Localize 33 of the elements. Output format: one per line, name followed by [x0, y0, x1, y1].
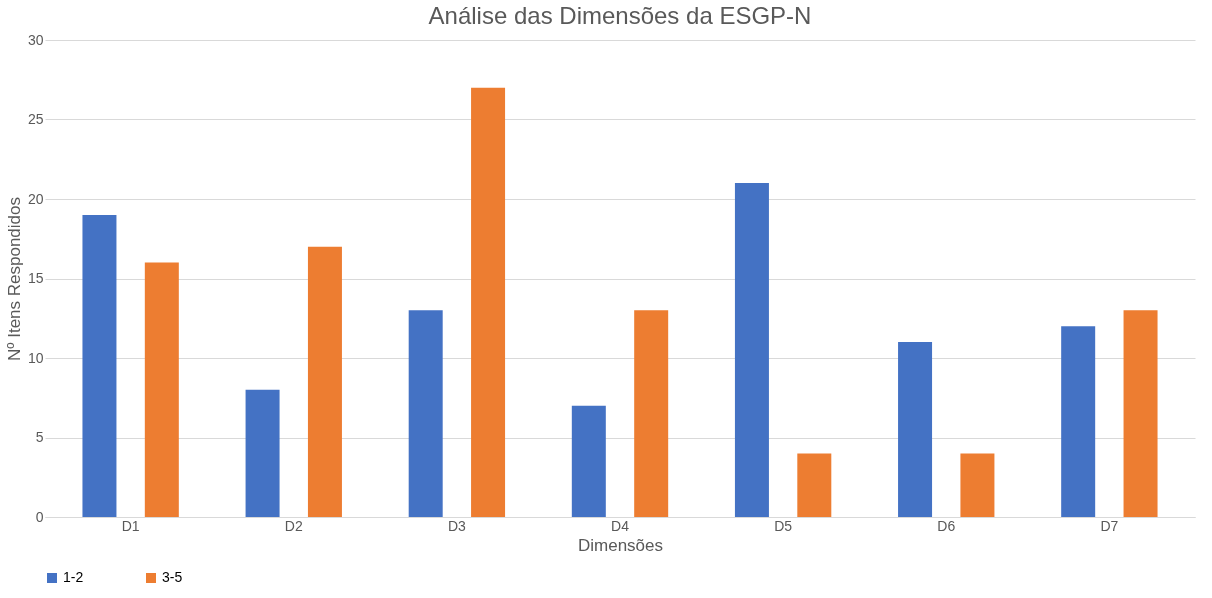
bar — [144, 262, 179, 517]
bar — [82, 214, 117, 517]
chart-title: Análise das Dimensões da ESGP-N — [428, 2, 812, 29]
y-tick-label: 30 — [27, 31, 44, 48]
y-tick-label: 15 — [27, 270, 44, 286]
y-tick-label: 20 — [27, 190, 44, 207]
legend-label: 1-2 — [63, 569, 84, 585]
bar — [571, 405, 606, 517]
x-tick-label: D4 — [611, 517, 630, 534]
x-tick-label: D5 — [774, 517, 793, 534]
bar — [898, 342, 933, 517]
x-tick-label: D6 — [937, 517, 956, 534]
x-axis-title: Dimensões — [577, 535, 664, 555]
bar — [734, 183, 769, 517]
y-tick-label: 25 — [27, 111, 44, 127]
x-tick-label: D3 — [447, 517, 467, 534]
y-tick-label: 10 — [27, 349, 44, 366]
x-tick-label: D7 — [1100, 517, 1119, 534]
bar — [797, 453, 832, 517]
x-tick-label: D2 — [284, 517, 303, 534]
bar — [307, 246, 342, 517]
bar — [634, 310, 669, 517]
bar — [1123, 310, 1158, 517]
legend-label: 3-5 — [162, 569, 183, 585]
y-tick-label: 5 — [35, 429, 44, 445]
bar — [408, 310, 443, 517]
bar — [245, 389, 280, 517]
bar — [471, 87, 506, 517]
y-axis-title: Nº Itens Respondidos — [4, 196, 24, 362]
y-tick-label: 0 — [35, 508, 44, 525]
bar — [960, 453, 995, 517]
x-tick-label: D1 — [121, 517, 140, 534]
bar — [1061, 326, 1096, 517]
